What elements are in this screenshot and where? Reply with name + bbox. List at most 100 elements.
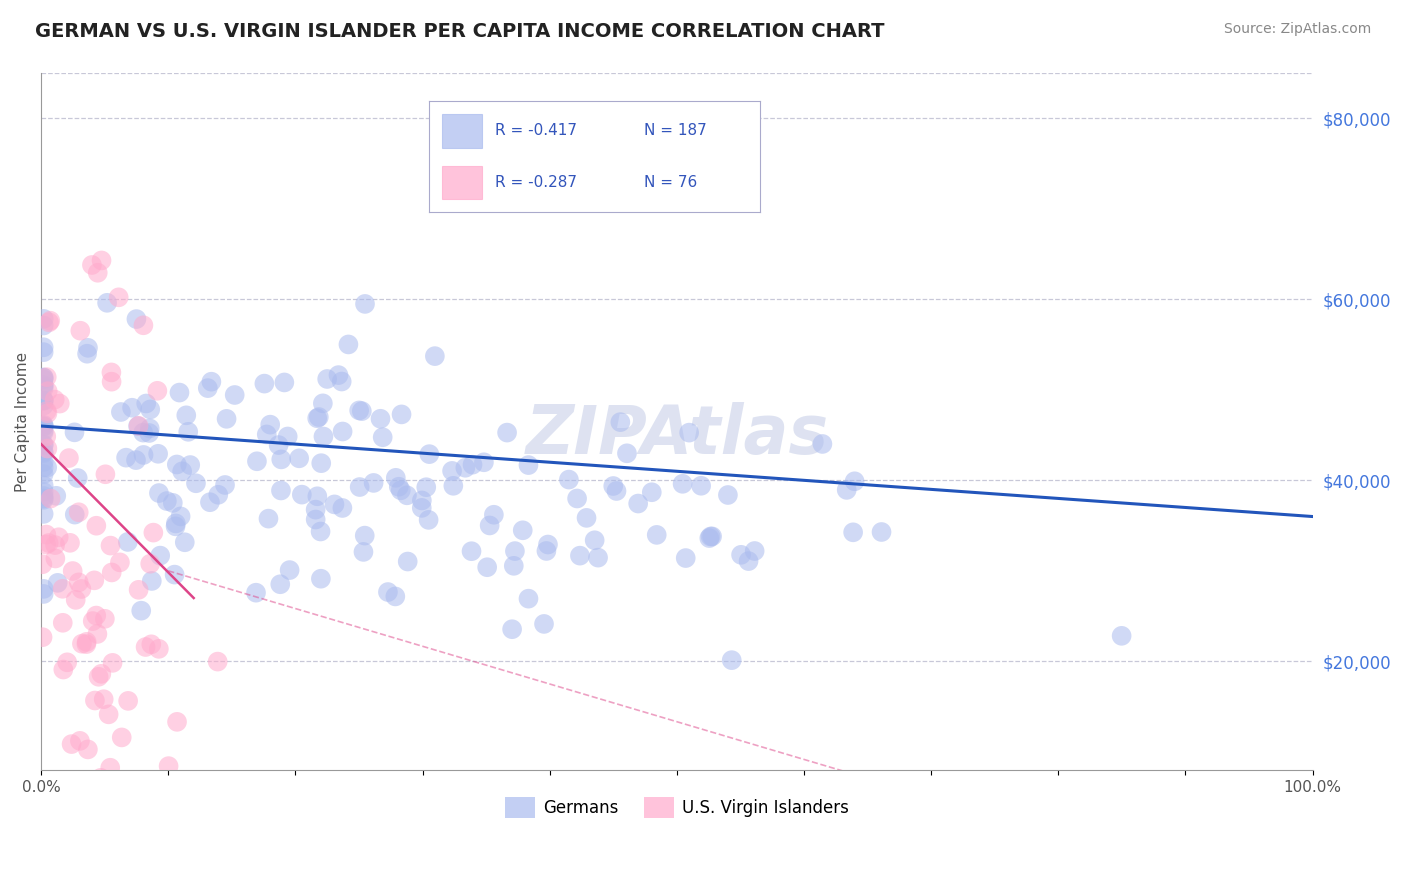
Point (536, 544, 558, 558)
Point (690, 479, 713, 493)
Point (354, 297, 377, 311)
Point (138, 425, 160, 440)
Point (277, 429, 299, 443)
Point (44, 392, 66, 407)
Point (273, 376, 295, 390)
Point (496, 425, 519, 440)
Point (52, 663, 75, 677)
Point (312, 429, 335, 443)
Point (111, 731, 134, 745)
Point (87, 266, 110, 280)
Point (350, 404, 373, 418)
Point (177, 425, 200, 439)
Point (332, 500, 354, 515)
Point (305, 512, 328, 526)
Point (37, 442, 59, 456)
Point (717, 488, 740, 502)
Point (32, 417, 55, 432)
Point (38, 536, 60, 550)
Point (844, 475, 866, 489)
Point (90, 253, 112, 268)
Point (395, 488, 418, 502)
Point (49, 396, 72, 410)
Point (389, 483, 412, 498)
Point (173, 535, 195, 549)
Point (200, 375, 222, 389)
Point (35, 370, 58, 384)
Point (675, 551, 697, 566)
Point (385, 471, 408, 485)
Point (32, 425, 55, 440)
Point (32, 340, 55, 354)
Point (139, 402, 162, 417)
Point (842, 525, 865, 540)
Point (482, 508, 505, 522)
Point (146, 384, 169, 398)
Point (586, 550, 609, 565)
Point (291, 488, 314, 502)
Point (475, 560, 498, 574)
Point (77, 742, 100, 756)
Point (76, 347, 98, 361)
Point (308, 410, 330, 425)
Point (100, 566, 122, 580)
Text: ZIPAtlas: ZIPAtlas (526, 402, 828, 468)
Point (512, 523, 534, 537)
Point (107, 290, 129, 304)
Point (370, 411, 392, 425)
Point (142, 525, 165, 540)
Point (166, 458, 188, 472)
Point (32, 491, 55, 506)
Point (304, 502, 326, 516)
Point (39, 314, 62, 328)
Point (415, 480, 437, 494)
Point (32, 445, 55, 459)
Point (38, 315, 60, 329)
Point (157, 759, 180, 773)
Point (37, 460, 59, 475)
Point (82, 614, 104, 628)
Point (207, 655, 229, 669)
Point (198, 495, 221, 509)
Point (44, 538, 66, 552)
Point (565, 491, 588, 506)
Point (270, 452, 292, 467)
Point (730, 548, 752, 562)
Point (32, 379, 55, 393)
Point (149, 549, 172, 563)
Point (132, 318, 155, 333)
Point (256, 427, 278, 442)
Point (259, 417, 281, 432)
Point (411, 493, 433, 508)
Point (139, 557, 162, 571)
Point (162, 496, 184, 510)
Point (32, 345, 55, 359)
Point (146, 447, 169, 461)
Point (128, 418, 150, 433)
Point (533, 616, 555, 631)
Point (1111, 629, 1133, 643)
Point (132, 448, 155, 462)
Point (35, 527, 58, 541)
Point (184, 476, 207, 491)
Point (224, 388, 246, 402)
Point (135, 396, 157, 410)
Point (423, 349, 446, 363)
Point (166, 714, 188, 729)
Point (502, 558, 524, 573)
Point (377, 585, 399, 599)
Point (84, 608, 107, 623)
Point (461, 458, 484, 472)
Point (32, 381, 55, 395)
Point (59, 536, 82, 550)
Point (454, 460, 477, 475)
Point (115, 450, 138, 465)
Point (32, 460, 55, 475)
Point (32, 492, 55, 507)
Point (517, 591, 540, 606)
Point (307, 489, 329, 503)
Point (744, 544, 766, 558)
Point (63, 508, 86, 522)
Point (312, 396, 335, 410)
Point (32, 582, 55, 596)
